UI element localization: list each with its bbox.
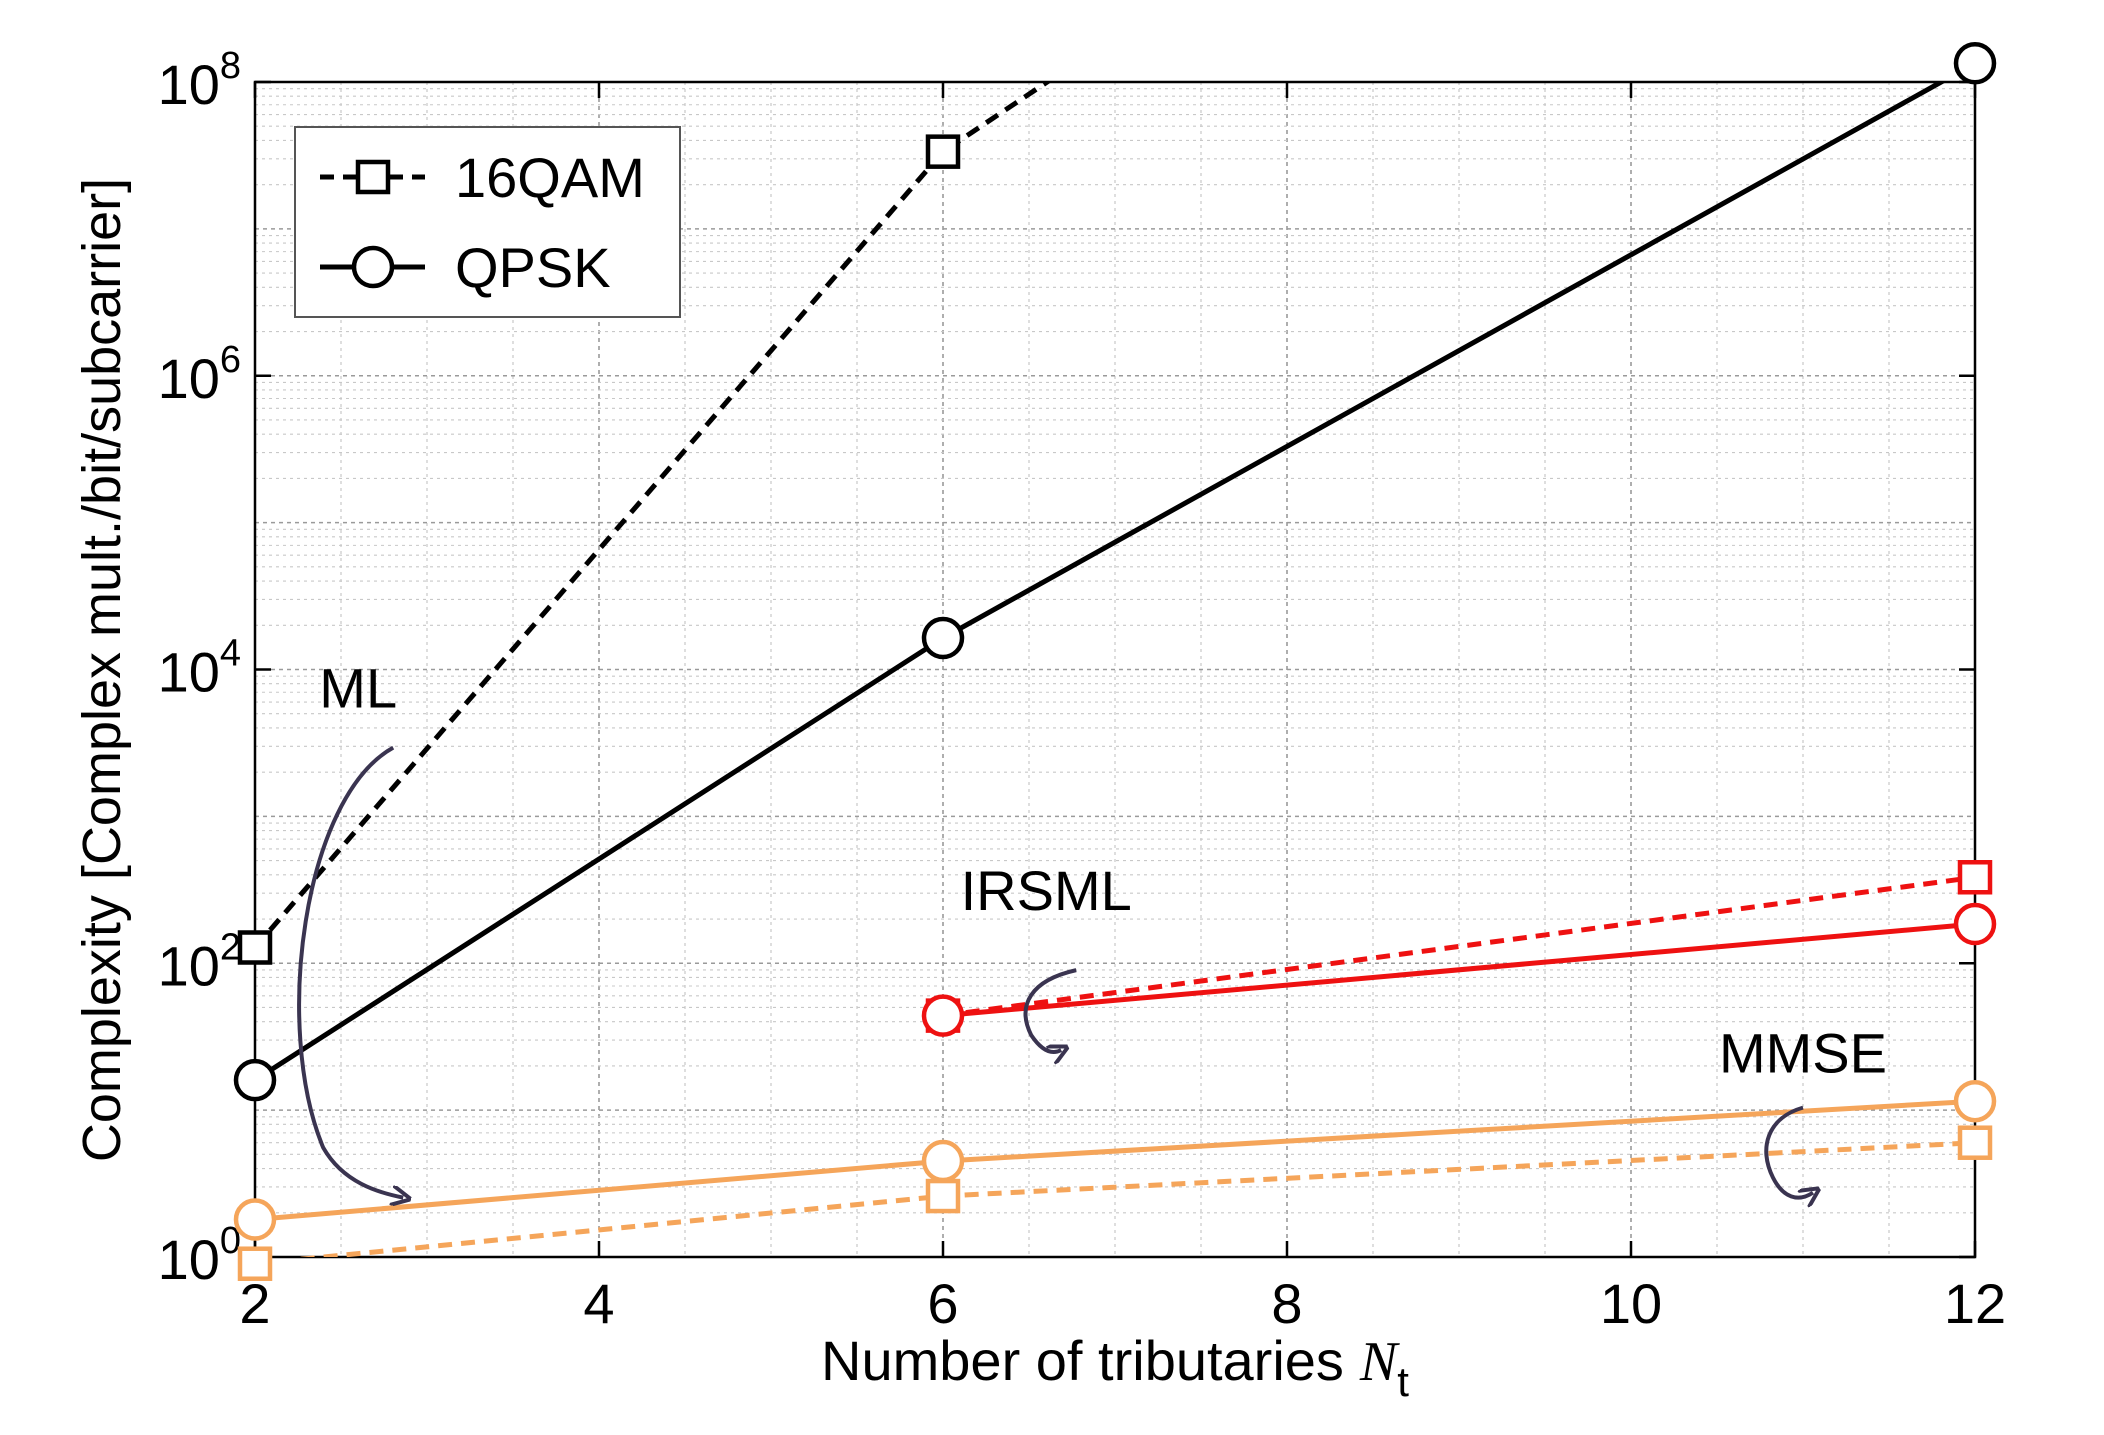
annotation-irsml: IRSML (961, 859, 1132, 1052)
y-tick-exponent: 2 (220, 926, 241, 968)
y-tick-exponent: 8 (220, 45, 241, 87)
data-point (921, 994, 965, 1037)
annotation-arrow (1764, 1105, 1813, 1198)
data-point (921, 616, 965, 660)
x-axis-label: Number of tributaries Nt (821, 1329, 1409, 1405)
annotation-label: IRSML (961, 859, 1132, 922)
legend-item-qpsk: QPSK (320, 236, 611, 299)
annotation-label: ML (319, 657, 397, 720)
series-line (942, 874, 1975, 1019)
series-line (942, 921, 1975, 1019)
annotation-arrow (297, 745, 403, 1198)
legend-marker (351, 245, 395, 289)
y-tick-label: 106 (158, 339, 241, 410)
data-point (925, 1178, 961, 1214)
series-ml-16qam (237, 82, 1052, 965)
data-point (237, 1246, 273, 1281)
x-tick-label: 12 (1944, 1272, 2006, 1335)
x-tick-label: 10 (1600, 1272, 1662, 1335)
annotations: ML IRSML MMSE (297, 657, 1887, 1198)
y-tick-base: 10 (158, 641, 220, 704)
series-mmse-qpsk (233, 1079, 1997, 1241)
x-axis-symbol: N (1359, 1331, 1400, 1393)
y-tick-label: 108 (158, 45, 241, 116)
y-tick-exponent: 4 (220, 633, 241, 675)
x-axis-subscript: t (1397, 1358, 1409, 1405)
data-point (921, 1139, 965, 1183)
legend-item-16qam: 16QAM (320, 146, 645, 209)
data-point (233, 1058, 277, 1102)
series-ml-qpsk (233, 41, 1997, 1102)
y-tick-exponent: 6 (220, 339, 241, 381)
y-axis-label: Complexity [Complex mult./bit/subcarrier… (72, 178, 132, 1162)
annotation-label: MMSE (1719, 1022, 1887, 1085)
y-tick-base: 10 (158, 53, 220, 116)
y-tick-base: 10 (158, 1228, 220, 1291)
data-point (1957, 1125, 1993, 1160)
legend-label: 16QAM (455, 146, 645, 209)
y-tick-label: 100 (158, 1220, 241, 1291)
annotation-mmse: MMSE (1719, 1022, 1887, 1198)
data-point (1957, 860, 1993, 895)
annotation-ml: ML (297, 657, 403, 1198)
x-tick-label: 4 (583, 1272, 614, 1335)
legend-box (294, 126, 681, 318)
y-tick-base: 10 (158, 934, 220, 997)
y-tick-label: 104 (158, 633, 241, 704)
data-point (1953, 1079, 1997, 1123)
y-tick-exponent: 0 (220, 1220, 241, 1262)
y-tick-base: 10 (158, 347, 220, 410)
data-point (1953, 902, 1997, 946)
data-point (925, 134, 961, 169)
data-point (237, 930, 273, 965)
x-tick-label: 2 (239, 1272, 270, 1335)
x-tick-label: 8 (1271, 1272, 1302, 1335)
series-irsml-qpsk (921, 902, 1997, 1037)
x-axis-label-text: Number of tributaries (821, 1329, 1344, 1392)
series-line (255, 82, 1052, 950)
series-mmse-16qam (237, 1125, 1993, 1281)
data-point (233, 1198, 277, 1241)
y-tick-label: 102 (158, 926, 241, 997)
legend-label: QPSK (455, 236, 611, 299)
legend-marker (355, 159, 391, 195)
legend: 16QAM QPSK (294, 126, 681, 318)
x-tick-label: 6 (927, 1272, 958, 1335)
annotation-arrow (1023, 968, 1077, 1052)
data-point (1953, 41, 1997, 85)
series (233, 41, 1997, 1281)
grid (254, 82, 1976, 1258)
